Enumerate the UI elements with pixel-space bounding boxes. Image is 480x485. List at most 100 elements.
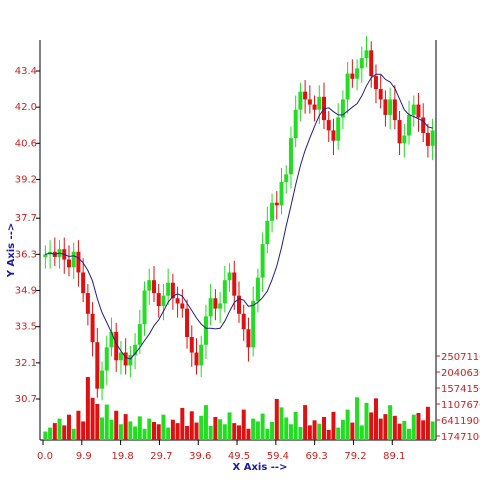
candle-body	[369, 50, 374, 77]
candle-body	[326, 120, 331, 131]
candlestick	[246, 317, 251, 362]
candlestick	[293, 95, 298, 148]
candlestick	[392, 85, 397, 130]
candle-body	[170, 282, 175, 299]
candlestick	[255, 268, 260, 313]
volume-bar	[284, 417, 289, 440]
volume-bar	[383, 414, 388, 440]
candle-body	[402, 135, 407, 144]
candle-body	[378, 89, 383, 100]
volume-bar	[364, 402, 369, 440]
volume-bar	[359, 425, 364, 440]
candlestick	[199, 335, 204, 378]
candle-body	[90, 313, 95, 343]
candlestick	[137, 309, 142, 354]
volume-bar	[66, 414, 71, 440]
candle-body	[270, 202, 275, 221]
candlestick	[416, 92, 421, 132]
volume-bar	[81, 421, 86, 440]
candlestick	[71, 242, 76, 279]
candle-body	[175, 298, 180, 304]
candle-body	[118, 352, 123, 361]
candle-body	[66, 259, 71, 268]
candlestick	[142, 281, 147, 336]
volume-bar	[326, 429, 331, 440]
volume-bar	[156, 424, 161, 440]
candle-body	[95, 342, 100, 389]
candlestick	[378, 74, 383, 109]
candlestick	[303, 80, 308, 114]
candlestick	[208, 284, 213, 326]
candle-body	[251, 300, 256, 348]
candlestick	[298, 82, 303, 122]
y-tick-label: 32.1	[15, 358, 37, 369]
candle-body	[43, 254, 48, 257]
volume-bar	[378, 418, 383, 440]
volume-bar	[208, 425, 213, 440]
volume-bar	[237, 425, 241, 440]
volume-bar	[48, 427, 53, 440]
volume-bar	[142, 428, 147, 440]
candle-body	[237, 295, 241, 314]
candle-body	[345, 73, 350, 100]
volume-bar	[265, 428, 270, 440]
candlestick	[161, 284, 166, 321]
candle-body	[114, 331, 119, 361]
candlestick	[265, 206, 270, 254]
volume-bar	[255, 421, 260, 440]
volume-bar	[90, 397, 95, 440]
candlestick	[48, 240, 53, 269]
volume-bar	[213, 416, 218, 440]
candle-body	[350, 73, 355, 79]
volume-bar	[151, 422, 156, 440]
candle-body	[147, 280, 152, 291]
volume-bar	[175, 423, 180, 440]
volume-bar	[85, 377, 90, 440]
candle-body	[312, 104, 317, 110]
volume-bar	[123, 414, 128, 440]
candlestick	[270, 193, 275, 233]
candle-body	[142, 290, 147, 325]
volume-bar	[425, 406, 430, 440]
candlestick	[227, 263, 232, 292]
volume-bar	[293, 411, 298, 440]
candle-body	[246, 329, 251, 348]
candlestick	[407, 100, 412, 145]
volume-bar	[227, 412, 232, 440]
candlestick	[151, 265, 156, 303]
candle-body	[288, 138, 293, 175]
candlestick	[251, 286, 256, 357]
volume-bar	[288, 424, 293, 440]
y-tick-label: 36.3	[15, 249, 37, 260]
candlestick	[317, 85, 322, 124]
candlestick	[340, 90, 345, 130]
candle-body	[199, 344, 204, 366]
candle-body	[76, 251, 81, 273]
candlestick	[147, 268, 152, 305]
volume-bar	[270, 422, 275, 440]
candle-body	[421, 117, 426, 133]
x-tick-label: 0.0	[37, 451, 53, 462]
candlestick	[355, 59, 360, 91]
volume-bar	[128, 421, 133, 440]
candle-body	[161, 295, 166, 307]
candle-body	[359, 58, 364, 69]
candle-body	[373, 76, 378, 90]
volume-bar	[100, 417, 105, 440]
volume-bar	[57, 418, 62, 440]
candle-body	[166, 282, 171, 296]
candle-body	[241, 313, 246, 330]
candlestick	[66, 245, 71, 277]
candle-body	[109, 331, 114, 348]
candle-body	[425, 132, 430, 146]
candlestick	[52, 237, 57, 266]
candlestick	[383, 90, 388, 127]
y-tick-label: 43.4	[15, 66, 37, 77]
candlestick	[397, 111, 402, 155]
candlestick	[203, 304, 208, 359]
candlestick	[345, 61, 350, 114]
x-tick-label: 49.5	[228, 451, 250, 462]
candlestick	[430, 118, 435, 161]
volume-bar	[345, 409, 350, 440]
